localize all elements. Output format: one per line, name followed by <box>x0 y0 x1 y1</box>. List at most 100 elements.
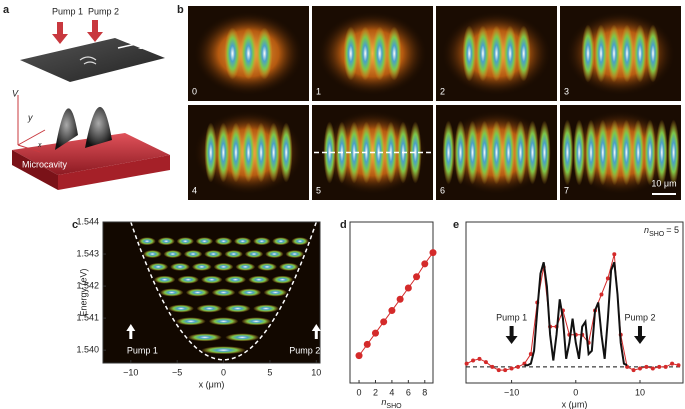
level-lobe <box>191 262 212 271</box>
frame-label: 4 <box>192 185 197 195</box>
level-lobe <box>168 304 194 313</box>
scale-bar <box>117 43 137 49</box>
fringe <box>442 120 455 185</box>
level-lobe <box>138 237 156 246</box>
fringe <box>514 120 527 185</box>
frame: 5 <box>312 105 433 200</box>
fringe <box>490 120 503 185</box>
frame: 4 <box>188 105 309 200</box>
level-lobe <box>157 237 175 246</box>
frame: 6 <box>436 105 557 200</box>
fringe <box>585 119 597 186</box>
annotation: Pump 2 <box>289 345 320 355</box>
point <box>676 363 681 368</box>
fringe <box>516 25 531 82</box>
plot-frame <box>349 221 434 384</box>
point <box>429 249 437 257</box>
x-tick-label: 0 <box>221 367 226 377</box>
fringe <box>655 119 668 186</box>
label: y <box>27 112 33 122</box>
pump-arrow <box>633 326 646 344</box>
level <box>159 288 288 297</box>
level <box>168 304 279 313</box>
plot-frame <box>102 221 321 364</box>
panel-label: a <box>3 4 10 16</box>
point <box>644 364 649 369</box>
image-plane <box>20 38 165 82</box>
point <box>670 361 675 366</box>
panel-label: c <box>72 219 78 231</box>
level-lobe <box>224 250 243 259</box>
level-lobe <box>163 250 183 259</box>
panel <box>103 221 320 363</box>
level-lobe <box>201 346 246 355</box>
level-lobe <box>244 250 264 259</box>
level-lobe <box>143 250 162 259</box>
label: x <box>37 142 42 149</box>
fringe <box>489 25 504 82</box>
point <box>464 361 469 366</box>
fringe <box>478 120 491 185</box>
frame-label: 6 <box>440 185 445 195</box>
level-lobe <box>177 275 199 284</box>
slab-top <box>12 133 170 175</box>
fringe <box>387 26 402 81</box>
fringe <box>573 119 586 186</box>
level-lobe <box>148 262 169 271</box>
frame: 7 10 μm <box>560 105 681 200</box>
level-lobe <box>170 262 190 271</box>
point <box>631 368 636 373</box>
level-lobe <box>201 275 223 284</box>
level-lobe <box>253 304 279 313</box>
frame: 3 <box>560 6 681 101</box>
point <box>355 352 363 360</box>
point <box>663 364 668 369</box>
point <box>657 364 662 369</box>
level-lobe <box>233 237 252 246</box>
frame: 2 <box>436 6 557 101</box>
level <box>187 333 260 342</box>
level-lobe <box>253 237 271 246</box>
x-tick-label: 10 <box>311 367 321 377</box>
fringe <box>607 24 621 83</box>
fringe <box>620 119 633 186</box>
point <box>637 366 642 371</box>
point <box>528 352 533 357</box>
level-lobe <box>176 237 195 246</box>
y-tick-label: 1.540 <box>76 345 99 355</box>
x-tick-label: 4 <box>389 387 394 397</box>
level-lobe <box>183 250 203 259</box>
fringe <box>279 122 293 183</box>
frame: 1 <box>312 6 433 101</box>
point <box>388 307 396 315</box>
x-tick-label: 6 <box>406 387 411 397</box>
x-tick-label: −10 <box>123 367 138 377</box>
point <box>496 368 501 373</box>
point <box>516 364 521 369</box>
fringe <box>454 120 467 185</box>
slab-front <box>58 155 170 190</box>
level <box>148 262 299 271</box>
fringe <box>503 25 517 82</box>
x-axis-label: x (μm) <box>199 379 225 389</box>
fringe <box>561 119 574 186</box>
level-lobe <box>214 237 233 246</box>
point <box>404 284 412 292</box>
fringe <box>608 119 621 186</box>
axes <box>17 95 46 153</box>
fringe <box>462 25 477 82</box>
label: 10 μm <box>138 42 161 51</box>
fringe <box>229 122 243 183</box>
subscript: SHO <box>386 403 402 409</box>
fringe <box>476 25 490 82</box>
label: Microcavity <box>22 159 68 169</box>
level-lobe <box>263 288 288 297</box>
subscript: SHO <box>649 231 665 238</box>
symbol: n <box>644 225 649 235</box>
point <box>413 273 421 281</box>
level-lobe <box>248 275 270 284</box>
point <box>612 252 617 257</box>
x-tick-label: 5 <box>267 367 272 377</box>
point <box>363 340 371 348</box>
level-lobe <box>211 288 236 297</box>
